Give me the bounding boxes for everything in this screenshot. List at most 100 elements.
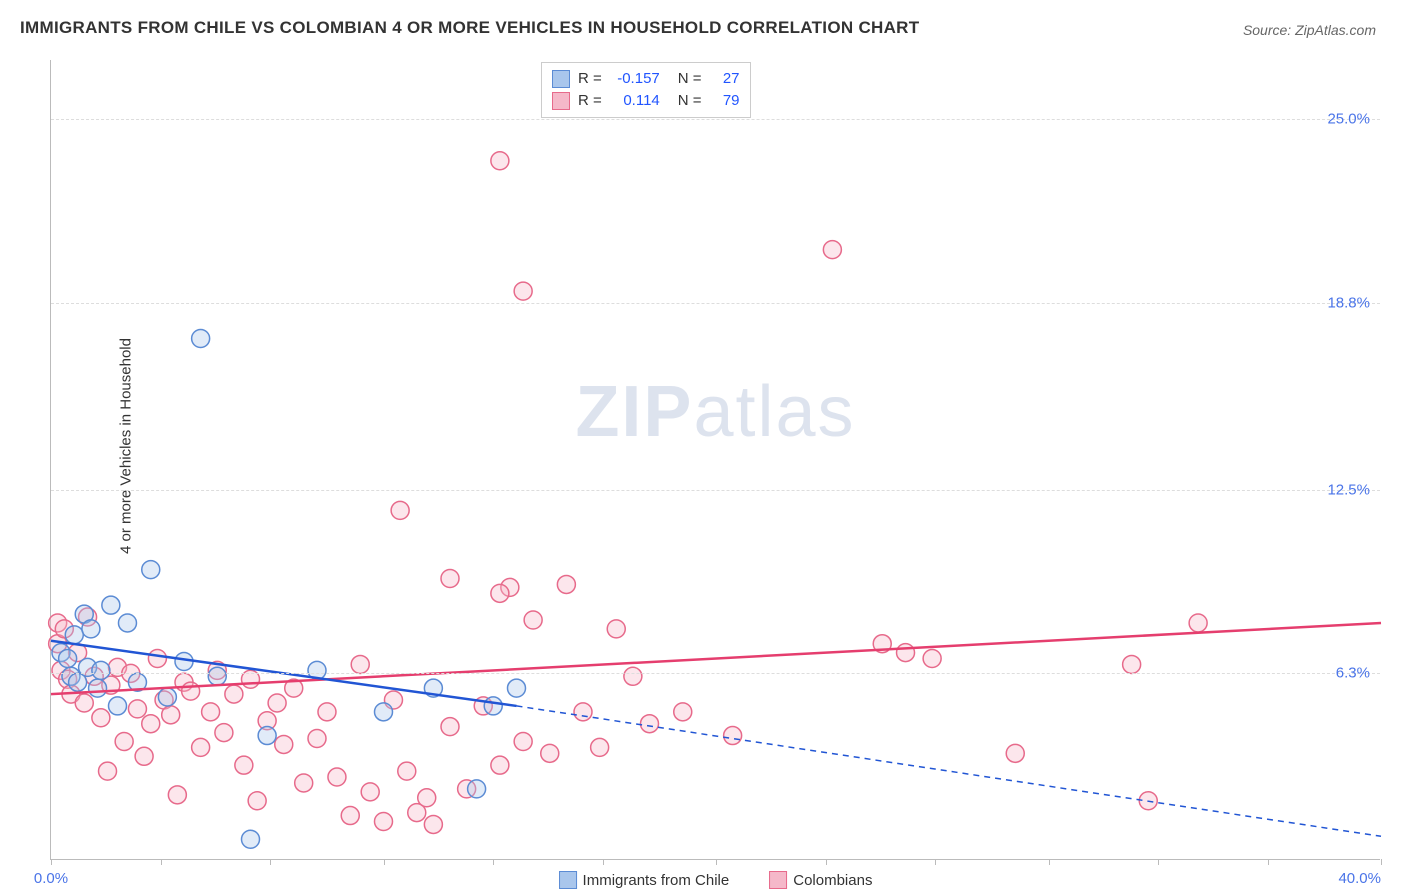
gridline	[51, 673, 1380, 674]
data-point	[491, 584, 509, 602]
data-point	[557, 575, 575, 593]
data-point	[215, 724, 233, 742]
data-point	[514, 282, 532, 300]
data-point	[375, 703, 393, 721]
data-point	[148, 650, 166, 668]
data-point	[102, 596, 120, 614]
data-point	[242, 830, 260, 848]
data-point	[92, 709, 110, 727]
x-tick	[1158, 859, 1159, 865]
data-point	[524, 611, 542, 629]
x-tick	[493, 859, 494, 865]
data-point	[591, 738, 609, 756]
data-point	[491, 152, 509, 170]
trend-line	[51, 623, 1381, 694]
data-point	[118, 614, 136, 632]
chart-plot-area: ZIPatlas R = -0.157 N = 27 R = 0.114 N =…	[50, 60, 1380, 860]
data-point	[1189, 614, 1207, 632]
data-point	[491, 756, 509, 774]
data-point	[158, 688, 176, 706]
x-tick	[716, 859, 717, 865]
data-point	[351, 655, 369, 673]
data-point	[115, 732, 133, 750]
data-point	[225, 685, 243, 703]
data-point	[92, 661, 110, 679]
gridline	[51, 490, 1380, 491]
data-point	[295, 774, 313, 792]
data-point	[923, 650, 941, 668]
data-point	[192, 330, 210, 348]
data-point	[641, 715, 659, 733]
data-point	[142, 715, 160, 733]
data-point	[391, 501, 409, 519]
x-tick	[1049, 859, 1050, 865]
gridline	[51, 119, 1380, 120]
data-point	[328, 768, 346, 786]
data-point	[624, 667, 642, 685]
data-point	[99, 762, 117, 780]
data-point	[258, 727, 276, 745]
x-tick	[1268, 859, 1269, 865]
data-point	[65, 626, 83, 644]
data-point	[441, 718, 459, 736]
data-point	[192, 738, 210, 756]
y-tick-label: 18.8%	[1327, 294, 1370, 311]
data-point	[318, 703, 336, 721]
data-point	[168, 786, 186, 804]
scatter-svg	[51, 60, 1380, 859]
data-point	[235, 756, 253, 774]
data-point	[341, 807, 359, 825]
data-point	[248, 792, 266, 810]
data-point	[541, 744, 559, 762]
data-point	[468, 780, 486, 798]
y-tick-label: 12.5%	[1327, 481, 1370, 498]
data-point	[375, 812, 393, 830]
data-point	[514, 732, 532, 750]
x-tick-label: 40.0%	[1338, 870, 1381, 887]
data-point	[574, 703, 592, 721]
x-tick	[935, 859, 936, 865]
data-point	[823, 241, 841, 259]
x-tick	[270, 859, 271, 865]
data-point	[109, 697, 127, 715]
data-point	[182, 682, 200, 700]
x-tick-label: 0.0%	[34, 870, 68, 887]
x-tick	[826, 859, 827, 865]
source-attribution: Source: ZipAtlas.com	[1243, 22, 1376, 38]
data-point	[308, 730, 326, 748]
chart-title: IMMIGRANTS FROM CHILE VS COLOMBIAN 4 OR …	[20, 18, 919, 38]
legend: Immigrants from Chile Colombians	[559, 871, 873, 889]
data-point	[1123, 655, 1141, 673]
legend-item: Colombians	[769, 871, 872, 889]
data-point	[142, 561, 160, 579]
data-point	[202, 703, 220, 721]
data-point	[208, 667, 226, 685]
data-point	[674, 703, 692, 721]
data-point	[128, 700, 146, 718]
swatch-icon	[769, 871, 787, 889]
data-point	[275, 735, 293, 753]
data-point	[59, 650, 77, 668]
x-tick	[161, 859, 162, 865]
x-tick	[1381, 859, 1382, 865]
data-point	[361, 783, 379, 801]
data-point	[398, 762, 416, 780]
data-point	[268, 694, 286, 712]
data-point	[89, 679, 107, 697]
swatch-icon	[559, 871, 577, 889]
x-tick	[603, 859, 604, 865]
data-point	[1006, 744, 1024, 762]
data-point	[897, 644, 915, 662]
data-point	[424, 815, 442, 833]
data-point	[508, 679, 526, 697]
y-tick-label: 25.0%	[1327, 111, 1370, 128]
data-point	[418, 789, 436, 807]
x-tick	[51, 859, 52, 865]
data-point	[82, 620, 100, 638]
gridline	[51, 303, 1380, 304]
data-point	[607, 620, 625, 638]
data-point	[162, 706, 180, 724]
x-tick	[384, 859, 385, 865]
data-point	[135, 747, 153, 765]
data-point	[484, 697, 502, 715]
